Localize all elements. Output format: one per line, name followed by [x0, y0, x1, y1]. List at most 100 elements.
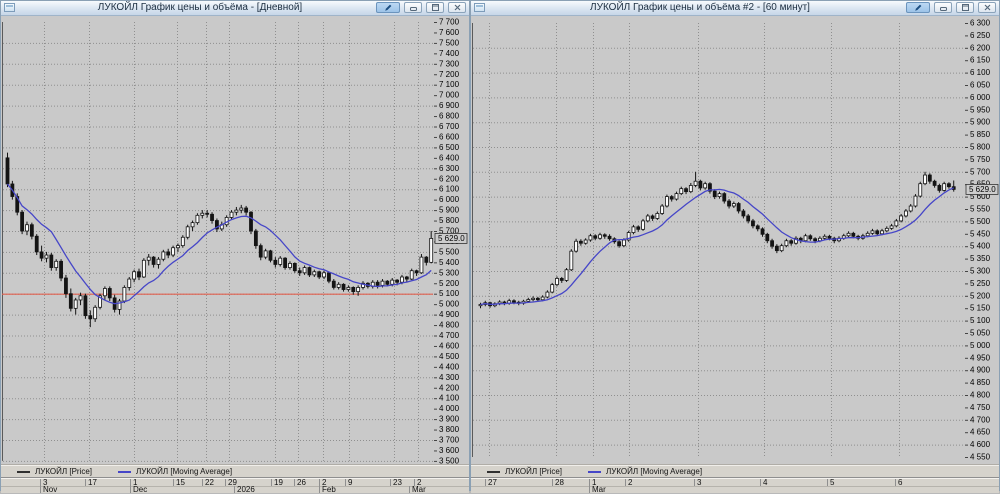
svg-text:6 700: 6 700: [439, 122, 460, 131]
svg-text:6 200: 6 200: [970, 43, 991, 52]
x-tick-day: 26: [294, 479, 306, 487]
svg-text:4 900: 4 900: [970, 366, 991, 375]
svg-text:4 000: 4 000: [439, 404, 460, 413]
moving-average-line: [6, 183, 432, 305]
x-tick-month: Mar: [409, 486, 426, 494]
pin-icon: [384, 4, 391, 11]
svg-text:4 200: 4 200: [439, 383, 460, 392]
minimize-button[interactable]: [404, 2, 422, 13]
minimize-icon: [939, 7, 947, 11]
svg-text:5 900: 5 900: [970, 118, 991, 127]
close-button[interactable]: [978, 2, 996, 13]
svg-text:5 600: 5 600: [970, 192, 991, 201]
chart-legend: ЛУКОЙЛ [Price] ЛУКОЙЛ [Moving Average]: [1, 465, 469, 477]
chart-area-hourly[interactable]: 6 300 6 250 6 200 6 150 6 100 6 050 6 000 5 950…: [471, 16, 999, 465]
svg-text:5 800: 5 800: [970, 143, 991, 152]
svg-text:5 350: 5 350: [970, 254, 991, 263]
chart-area-daily[interactable]: 7 700 7 600 7 500 7 400 7 300 7 200 7 100 7 000…: [1, 16, 469, 465]
restore-button[interactable]: [956, 2, 974, 13]
legend-item-moving-average: ЛУКОЙЛ [Moving Average]: [588, 467, 702, 476]
x-tick-day: 9: [345, 479, 352, 487]
x-tick-day: 5: [827, 479, 834, 487]
svg-text:4 650: 4 650: [970, 428, 991, 437]
titlebar[interactable]: ЛУКОЙЛ График цены и объёма - [Дневной]: [1, 1, 469, 16]
svg-text:7 200: 7 200: [439, 70, 460, 79]
x-tick-day: 2: [414, 479, 421, 487]
legend-label: ЛУКОЙЛ [Price]: [35, 467, 93, 476]
svg-text:5 200: 5 200: [970, 291, 991, 300]
svg-text:5 200: 5 200: [439, 279, 460, 288]
moving-average-swatch: [118, 470, 132, 473]
svg-text:7 000: 7 000: [439, 91, 460, 100]
svg-text:5 800: 5 800: [439, 216, 460, 225]
pin-button[interactable]: [906, 2, 930, 13]
time-axis[interactable]: 27 28 1 2 3 4 5 6 Mar: [471, 477, 999, 494]
pin-icon: [914, 4, 921, 11]
price-axis[interactable]: 6 300 6 250 6 200 6 150 6 100 6 050 6 000 5 950…: [965, 19, 991, 462]
svg-text:5 900: 5 900: [439, 206, 460, 215]
candles-series: [478, 171, 956, 309]
minimize-button[interactable]: [934, 2, 952, 13]
svg-text:5 550: 5 550: [970, 205, 991, 214]
svg-text:5 300: 5 300: [970, 267, 991, 276]
x-tick-day: 23: [390, 479, 402, 487]
svg-text:4 950: 4 950: [970, 353, 991, 362]
svg-text:5 000: 5 000: [970, 341, 991, 350]
svg-text:6 250: 6 250: [970, 31, 991, 40]
window-daily-chart: ЛУКОЙЛ График цены и объёма - [Дневной] …: [0, 0, 470, 494]
time-axis[interactable]: 3 17 1 15 22 29 19 26 2 9 23 2 Nov Dec 2026 Feb Mar: [1, 477, 469, 494]
close-icon: [454, 4, 460, 11]
svg-text:5 629.0: 5 629.0: [969, 185, 996, 194]
svg-text:4 550: 4 550: [970, 453, 991, 462]
svg-text:4 500: 4 500: [439, 352, 460, 361]
svg-text:6 300: 6 300: [970, 19, 991, 28]
svg-text:5 500: 5 500: [439, 247, 460, 256]
svg-text:5 500: 5 500: [970, 217, 991, 226]
x-tick-month: Mar: [589, 486, 606, 494]
candles-series: [5, 152, 434, 328]
close-icon: [984, 4, 990, 11]
moving-average-line: [480, 187, 954, 306]
candlestick-chart-canvas[interactable]: 6 300 6 250 6 200 6 150 6 100 6 050 6 000 5 950…: [471, 16, 999, 464]
x-tick-month: Feb: [319, 486, 336, 494]
restore-icon: [431, 4, 439, 11]
svg-text:6 400: 6 400: [439, 153, 460, 162]
x-tick-month: 2026: [234, 486, 255, 494]
svg-text:4 700: 4 700: [439, 331, 460, 340]
legend-item-moving-average: ЛУКОЙЛ [Moving Average]: [118, 467, 232, 476]
pin-button[interactable]: [376, 2, 400, 13]
axis-row-divider: [471, 486, 999, 487]
svg-text:4 400: 4 400: [439, 362, 460, 371]
svg-text:6 600: 6 600: [439, 132, 460, 141]
svg-text:3 700: 3 700: [439, 436, 460, 445]
last-price-label: 5 629.0: [434, 233, 468, 244]
grid: [3, 22, 433, 462]
svg-text:5 150: 5 150: [970, 304, 991, 313]
svg-text:7 500: 7 500: [439, 38, 460, 47]
svg-text:5 100: 5 100: [439, 289, 460, 298]
legend-label: ЛУКОЙЛ [Price]: [505, 467, 563, 476]
restore-button[interactable]: [426, 2, 444, 13]
x-tick-day: 4: [760, 479, 767, 487]
svg-text:6 150: 6 150: [970, 56, 991, 65]
x-tick-month: Nov: [40, 486, 57, 494]
restore-icon: [961, 4, 969, 11]
window-icon: [474, 3, 485, 12]
svg-text:6 900: 6 900: [439, 101, 460, 110]
grid: [473, 23, 964, 457]
svg-text:6 100: 6 100: [439, 185, 460, 194]
close-button[interactable]: [448, 2, 466, 13]
titlebar-buttons: [906, 2, 996, 13]
svg-text:5 050: 5 050: [970, 329, 991, 338]
svg-text:4 750: 4 750: [970, 403, 991, 412]
titlebar[interactable]: ЛУКОЙЛ График цены и объёма #2 - [60 мин…: [471, 1, 999, 16]
svg-text:4 800: 4 800: [439, 321, 460, 330]
chart-legend: ЛУКОЙЛ [Price] ЛУКОЙЛ [Moving Average]: [471, 465, 999, 477]
svg-text:3 500: 3 500: [439, 456, 460, 464]
svg-text:6 100: 6 100: [970, 68, 991, 77]
svg-text:7 600: 7 600: [439, 28, 460, 37]
svg-text:4 300: 4 300: [439, 373, 460, 382]
svg-text:7 100: 7 100: [439, 80, 460, 89]
